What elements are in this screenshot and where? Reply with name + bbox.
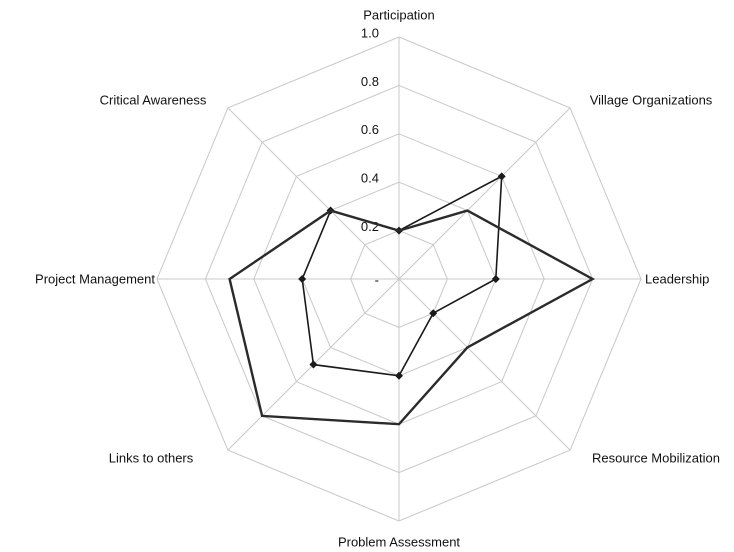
axis-label: Leadership (645, 271, 709, 286)
y-tick-label: 0.6 (361, 122, 379, 137)
y-tick-label: 0.8 (361, 74, 379, 89)
y-tick-label: 0.4 (361, 171, 379, 186)
marker (298, 275, 307, 283)
marker (429, 309, 438, 318)
spoke (398, 278, 571, 451)
axis-label: Resource Mobilization (592, 450, 720, 465)
spoke (398, 107, 571, 280)
series-line (228, 209, 596, 426)
spoke (227, 107, 400, 280)
marker (309, 360, 318, 369)
marker (491, 275, 500, 283)
y-tick-label: 1.0 (361, 25, 379, 40)
marker (497, 172, 506, 181)
axis-label: Village Organizations (590, 92, 713, 107)
marker (395, 371, 403, 380)
axis-label: Problem Assessment (338, 534, 460, 549)
axis-label: Project Management (35, 271, 155, 286)
y-tick-label: - (375, 272, 379, 287)
axis-label: Critical Awareness (100, 92, 207, 107)
axis-label: Participation (363, 7, 435, 22)
axis-label: Links to others (109, 450, 194, 465)
